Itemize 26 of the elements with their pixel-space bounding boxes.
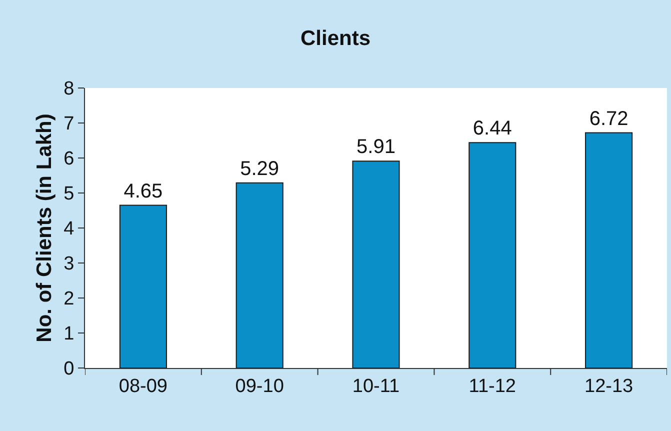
y-tick-label: 6	[64, 148, 74, 170]
y-tick-label: 1	[64, 324, 74, 345]
y-tick-label: 3	[64, 254, 74, 275]
x-tick-label: 10-11	[352, 376, 400, 397]
y-tick-label: 8	[64, 78, 74, 100]
x-tick-label: 09-10	[235, 376, 284, 397]
data-label: 4.65	[124, 180, 163, 202]
bar	[468, 142, 516, 368]
data-label: 6.44	[472, 118, 512, 140]
bar	[585, 132, 633, 368]
x-tick-label: 12-13	[584, 376, 634, 397]
x-tick-label: 08-09	[118, 376, 168, 397]
bar	[119, 204, 167, 368]
y-tick-label: 0	[64, 358, 74, 380]
bar	[236, 182, 284, 368]
data-label: 5.29	[240, 158, 280, 180]
data-label: 6.72	[589, 108, 628, 130]
chart-title: Clients	[300, 26, 371, 50]
y-axis-title: No. of Clients (in Lakh)	[32, 114, 56, 342]
x-tick-label: 11-12	[468, 376, 516, 397]
y-tick-label: 5	[64, 184, 74, 205]
y-tick-label: 7	[64, 114, 74, 135]
bar	[352, 160, 400, 368]
data-label: 5.91	[356, 136, 396, 158]
y-tick-label: 4	[64, 218, 75, 240]
y-tick-label: 2	[64, 288, 74, 310]
